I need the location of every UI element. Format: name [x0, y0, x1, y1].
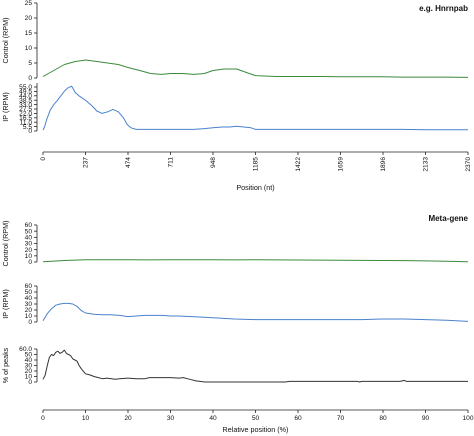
series-line-ip [42, 85, 468, 131]
y-tick-label: 10 [25, 374, 33, 381]
x-tick-label: 1422 [295, 157, 302, 172]
x-tick-label: 711 [168, 157, 175, 168]
y-tick-label: 10 [25, 313, 33, 320]
y-tick-label: 60 [25, 283, 33, 290]
y-tick-label: 11.0 [20, 119, 33, 126]
y-tick-label: 22.0 [19, 111, 32, 118]
x-tick-label: 20 [124, 415, 132, 422]
y-tick-label: 55.0 [19, 84, 32, 91]
x-tick-label: 10 [82, 415, 90, 422]
chart-title: e.g. Hnrnpab [419, 4, 468, 13]
y-tick-label: 20 [25, 368, 33, 375]
y-tick-label: 0 [28, 75, 32, 82]
y-tick-label: 5.5 [23, 124, 32, 131]
y-tick-label: 33.0 [19, 102, 32, 109]
x-tick-label: 948 [210, 157, 217, 168]
y-tick-label: 10 [25, 253, 33, 260]
y-tick-label: 50 [25, 352, 33, 359]
y-tick-label: 15 [25, 30, 33, 37]
series-line-peaks [42, 349, 468, 383]
x-tick-label: 50 [252, 415, 260, 422]
x-tick-label: 1659 [338, 157, 345, 172]
panel-1: 05.511.016.522.027.533.038.544.049.555.0… [1, 83, 468, 135]
x-axis-label: Position (nt) [236, 183, 274, 192]
series-line-ip [42, 302, 469, 322]
x-tick-label: 0 [41, 415, 45, 422]
y-tick-label: 20 [25, 307, 33, 314]
x-tick-label: 40 [209, 415, 217, 422]
x-axis-label: Relative position (%) [223, 425, 289, 434]
y-tick-label: 60 [25, 222, 33, 229]
x-tick-label: 2133 [423, 157, 430, 172]
x-tick-label: 80 [379, 415, 387, 422]
x-tick-label: 0 [40, 157, 47, 161]
y-tick-label: 0 [28, 128, 32, 135]
series-line-control [42, 59, 469, 78]
x-tick-label: 474 [125, 157, 132, 168]
x-tick-label: 30 [167, 415, 175, 422]
x-tick-label: 90 [422, 415, 430, 422]
y-tick-label: 50 [25, 228, 33, 235]
y-tick-label: 25 [25, 0, 33, 7]
y-tick-label: 38.5 [19, 97, 32, 104]
x-tick-label: 100 [462, 415, 473, 422]
x-tick-label: 1185 [253, 157, 260, 172]
y-axis-label: IP (RPM) [1, 92, 10, 121]
y-tick-label: 60.0 [19, 346, 32, 353]
y-tick-label: 20 [25, 247, 33, 254]
y-tick-label: 27.5 [19, 106, 32, 113]
y-tick-label: 30 [25, 363, 33, 370]
y-tick-label: 0 [28, 259, 32, 266]
y-tick-label: 49.5 [19, 89, 32, 96]
panel-0: 0 5 10 15 20 25 Control (RPM) [1, 0, 469, 82]
x-tick-label: 70 [337, 415, 345, 422]
x-tick-label: 1896 [380, 157, 387, 172]
y-tick-label: 40 [25, 235, 33, 242]
chart-title: Meta-gene [428, 214, 468, 223]
x-tick-label: 2370 [465, 157, 472, 172]
y-axis-label: Control (RPM) [1, 18, 10, 64]
y-tick-label: 5 [28, 60, 32, 67]
y-tick-label: 40 [25, 295, 33, 302]
y-tick-label: 30 [25, 301, 33, 308]
x-tick-label: 60 [294, 415, 302, 422]
y-tick-label: 10 [25, 45, 33, 52]
y-tick-label: 0 [28, 319, 32, 326]
y-axis-label: Control (RPM) [1, 221, 10, 267]
y-tick-label: 16.5 [19, 115, 32, 122]
y-axis-label: % of peaks [1, 347, 10, 383]
y-tick-label: 44.0 [19, 93, 32, 100]
y-axis-label: IP (RPM) [1, 289, 10, 318]
x-tick-label: 237 [83, 157, 90, 168]
y-tick-label: 20 [25, 15, 33, 22]
y-tick-label: 30 [25, 241, 33, 248]
series-line-control [42, 259, 469, 263]
y-tick-label: 0 [28, 379, 32, 386]
y-tick-label: 50 [25, 289, 33, 296]
y-tick-label: 40 [25, 357, 33, 364]
